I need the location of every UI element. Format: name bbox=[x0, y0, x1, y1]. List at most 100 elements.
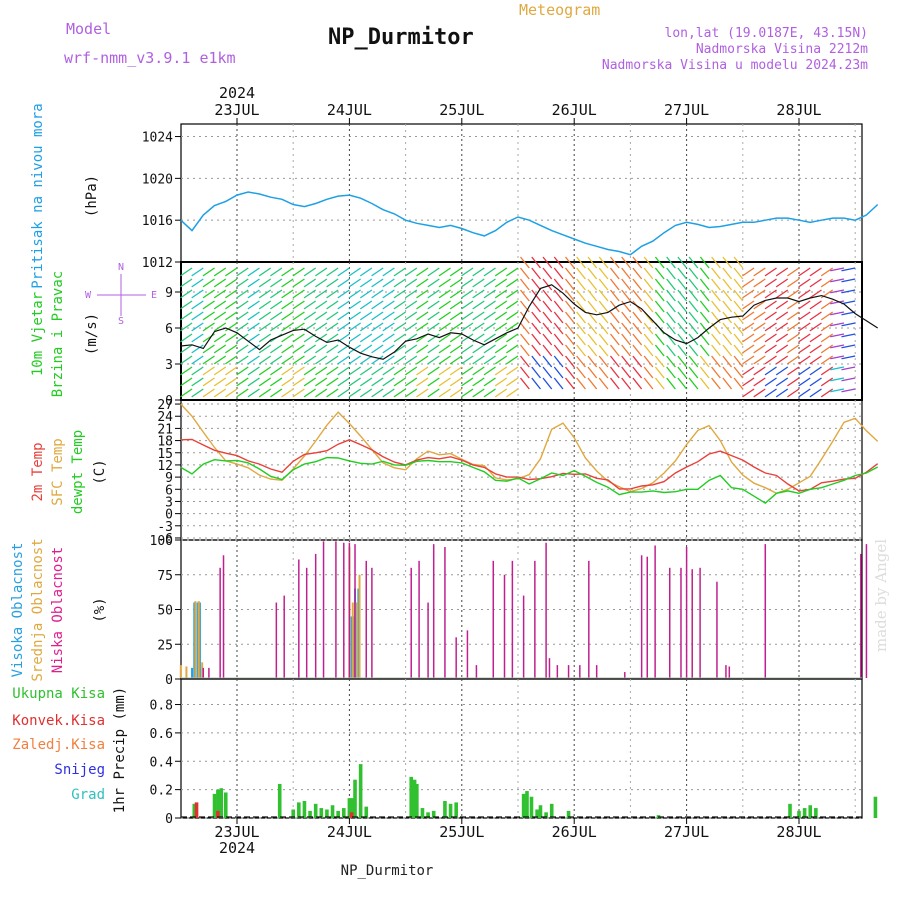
legend-conv: Konvek.Kisa bbox=[12, 713, 105, 729]
wind-barb bbox=[449, 366, 463, 376]
wind-barb bbox=[281, 278, 294, 288]
wind-barb bbox=[483, 267, 496, 277]
wind-barb bbox=[621, 289, 631, 302]
year-bottom: 2024 bbox=[219, 839, 255, 857]
wind-barb bbox=[191, 344, 204, 354]
wind-barb bbox=[531, 300, 541, 313]
total-rain-bar bbox=[409, 776, 414, 818]
wind-barb bbox=[326, 289, 339, 299]
x-axis-ticks: 23JUL 23JUL 24JUL 24JUL 25JUL 25JUL 26JUL 26JUL… bbox=[214, 101, 821, 841]
wind-barb bbox=[621, 355, 631, 368]
wind-barb bbox=[699, 344, 710, 357]
wind-barb bbox=[787, 300, 800, 310]
legend-total: Ukupna Kisa bbox=[12, 686, 105, 702]
wind-barb bbox=[598, 278, 609, 291]
wind-barb bbox=[326, 333, 339, 343]
wind-barb bbox=[472, 388, 485, 398]
wind-barb bbox=[348, 366, 362, 376]
wind-barb bbox=[191, 355, 204, 365]
wind-barb bbox=[506, 267, 519, 277]
wind-barb bbox=[598, 366, 609, 379]
pressure-ylabel: Pritisak na nivou mora (hPa) bbox=[30, 103, 100, 288]
total-rain-bar bbox=[223, 792, 228, 818]
wind-barb bbox=[699, 256, 710, 269]
wind-barb bbox=[326, 278, 339, 288]
wind-barb bbox=[449, 388, 463, 398]
wind-barb bbox=[247, 267, 260, 277]
wind-barb bbox=[677, 322, 688, 335]
wind-barb bbox=[483, 355, 496, 365]
wind-barb bbox=[699, 278, 710, 291]
wind-barb bbox=[292, 377, 305, 387]
wind-barb bbox=[775, 377, 789, 387]
x-tick-label-top: 24JUL bbox=[327, 101, 372, 119]
wind-barb bbox=[643, 300, 654, 313]
wind-barb bbox=[191, 388, 204, 398]
wind-barb bbox=[359, 377, 373, 387]
wind-barb bbox=[753, 311, 766, 321]
total-rain-bar bbox=[216, 789, 220, 818]
wind-barb bbox=[494, 366, 508, 376]
wind-barb bbox=[281, 355, 294, 365]
wind-barb bbox=[213, 355, 227, 365]
wind-barb bbox=[621, 322, 631, 335]
wind-barb bbox=[809, 311, 822, 321]
wind-barb bbox=[722, 267, 733, 280]
wind-barb bbox=[348, 333, 362, 343]
wind-barb bbox=[722, 344, 733, 357]
cloud-ylabel-mid: Srednja Oblacnost bbox=[30, 538, 46, 681]
wind-barb bbox=[281, 267, 294, 277]
wind-barb bbox=[841, 267, 856, 272]
wind-barb bbox=[247, 333, 260, 343]
wind-barb bbox=[449, 322, 463, 332]
wind-barb bbox=[531, 333, 541, 346]
y-tick-label: 1016 bbox=[142, 214, 173, 229]
wind-barb bbox=[202, 344, 215, 354]
wind-barb bbox=[841, 344, 856, 349]
wind-barb bbox=[542, 333, 553, 346]
wind-barb bbox=[798, 388, 811, 398]
wind-barb bbox=[292, 311, 305, 321]
wind-barb bbox=[506, 278, 519, 288]
wind-barb bbox=[711, 355, 721, 368]
wind-barb bbox=[438, 355, 451, 365]
wind-barb bbox=[371, 300, 384, 310]
wind-barb bbox=[393, 355, 406, 365]
wind-barb bbox=[787, 366, 800, 376]
wind-barb bbox=[270, 278, 283, 288]
wind-barb bbox=[461, 322, 474, 332]
wind-barb bbox=[576, 256, 586, 269]
x-tick-label-bottom: 23JUL bbox=[214, 823, 259, 841]
wind-barb bbox=[180, 267, 193, 277]
wind-barb bbox=[564, 322, 575, 335]
y-tick-label: 1012 bbox=[142, 256, 173, 271]
wind-barb bbox=[247, 278, 260, 288]
wind-barb bbox=[830, 355, 845, 360]
wind-barb bbox=[733, 377, 744, 390]
wind-barb bbox=[281, 333, 294, 343]
wind-barb bbox=[677, 267, 688, 280]
wind-barb bbox=[666, 355, 676, 368]
wind-barb bbox=[830, 300, 845, 305]
precip-legend: Ukupna Kisa Konvek.Kisa Zaledj.Kisa Snij… bbox=[12, 686, 128, 813]
pressure-ylabel-name: Pritisak na nivou mora bbox=[30, 103, 46, 288]
wind-barb bbox=[359, 344, 373, 354]
wind-barb bbox=[416, 344, 429, 354]
y-tick-label: -3 bbox=[157, 520, 173, 535]
wind-barb bbox=[820, 355, 834, 365]
wind-barb bbox=[564, 278, 575, 291]
wind-barb bbox=[225, 366, 238, 376]
wind-barb bbox=[688, 344, 699, 357]
wind-barb bbox=[315, 377, 328, 387]
legend-snow: Snijeg bbox=[54, 762, 105, 778]
wind-barb bbox=[315, 311, 328, 321]
wind-barb bbox=[281, 322, 294, 332]
total-rain-bar bbox=[297, 802, 301, 818]
temp-2m-line bbox=[180, 438, 879, 492]
wind-barb bbox=[666, 289, 676, 302]
convective-rain-bar bbox=[216, 810, 220, 818]
wind-barb bbox=[798, 289, 811, 299]
total-rain-bar bbox=[549, 803, 554, 818]
wind-barb bbox=[764, 289, 777, 299]
total-rain-bar bbox=[521, 793, 526, 818]
